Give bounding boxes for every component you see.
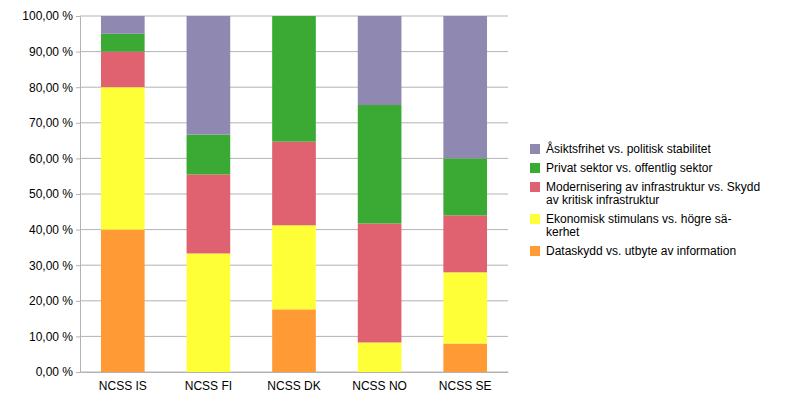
legend-label: Dataskydd vs. utbyte av information — [546, 244, 736, 258]
y-tick-mark — [76, 52, 80, 53]
x-axis-line — [81, 372, 509, 373]
y-tick: 100,00 % — [22, 9, 80, 23]
y-tick-label: 0,00 % — [36, 365, 74, 379]
y-tick-label: 50,00 % — [29, 187, 73, 201]
bar-segment — [358, 105, 402, 224]
x-tick: NCSS IS — [99, 372, 147, 393]
bar-segment — [358, 16, 402, 105]
bar-segment — [358, 224, 402, 343]
y-axis-line — [76, 17, 81, 373]
bar-segment — [443, 16, 487, 158]
bar-segment — [443, 215, 487, 272]
y-tick: 90,00 % — [29, 45, 80, 59]
legend-label: Privat sektor vs. offentlig sektor — [546, 161, 713, 175]
legend-swatch — [530, 214, 540, 224]
bar-segment — [272, 225, 316, 309]
y-tick-mark — [76, 158, 80, 159]
bar-segment — [101, 230, 145, 372]
y-tick: 70,00 % — [29, 116, 80, 130]
bar-segment — [101, 52, 145, 88]
series — [101, 16, 487, 224]
y-tick-label: 100,00 % — [22, 9, 73, 23]
y-tick-mark — [76, 265, 80, 266]
y-tick-mark — [76, 123, 80, 124]
y-tick-mark — [76, 336, 80, 337]
legend-swatch — [530, 182, 540, 192]
x-tick-label: NCSS FI — [185, 379, 232, 393]
bar-segment — [443, 272, 487, 343]
y-tick-label: 30,00 % — [29, 259, 73, 273]
y-tick-mark — [76, 230, 80, 231]
x-tick-label: NCSS SE — [439, 379, 492, 393]
y-tick-mark — [76, 194, 80, 195]
legend: Åsiktsfrihet vs. politisk stabilitet Priv… — [530, 141, 760, 258]
bar-segment — [272, 16, 316, 17]
x-tick: NCSS SE — [439, 372, 492, 393]
bar-segment — [187, 174, 231, 253]
chart: 0,00 % 10,00 % 20,00 % 30,00 % 40,00 % 50,00 … — [0, 0, 789, 405]
bar-segment — [101, 87, 145, 229]
x-tick-label: NCSS NO — [352, 379, 407, 393]
series — [101, 16, 487, 158]
y-tick-label: 60,00 % — [29, 152, 73, 166]
y-tick: 10,00 % — [29, 330, 80, 344]
y-tick-label: 40,00 % — [29, 223, 73, 237]
bar-segment — [187, 253, 231, 372]
bar-segment — [443, 158, 487, 215]
y-tick-label: 90,00 % — [29, 45, 73, 59]
legend-label: Åsiktsfrihet vs. politisk stabilitet — [546, 141, 711, 156]
x-tick-label: NCSS DK — [267, 379, 320, 393]
legend-label: Modernisering av infrastruktur vs. Skydd… — [546, 180, 760, 207]
y-tick-label: 80,00 % — [29, 81, 73, 95]
bar-segment — [272, 16, 316, 142]
x-tick-label: NCSS IS — [99, 379, 147, 393]
y-tick: 60,00 % — [29, 152, 80, 166]
legend-swatch — [530, 163, 540, 173]
bar-segment — [272, 142, 316, 226]
legend-label: Ekonomisk stimulans vs. högre sä-kerhet — [546, 212, 731, 239]
bar-segment — [187, 135, 231, 175]
y-tick: 30,00 % — [29, 259, 80, 273]
bar-segment — [187, 16, 231, 135]
bar-area — [101, 16, 487, 372]
y-tick-label: 20,00 % — [29, 294, 73, 308]
y-tick: 0,00 % — [36, 365, 80, 379]
y-tick-mark — [76, 372, 80, 373]
y-tick: 20,00 % — [29, 294, 80, 308]
bar-segment — [272, 309, 316, 372]
legend-swatch — [530, 144, 540, 154]
x-tick: NCSS NO — [352, 372, 407, 393]
bar-segment — [358, 342, 402, 372]
x-axis: NCSS IS NCSS FI NCSS DK NCSS NO NCSS SE — [81, 372, 509, 393]
grid — [80, 16, 508, 372]
plot: 0,00 % 10,00 % 20,00 % 30,00 % 40,00 % 50,00 … — [22, 9, 508, 392]
bars — [101, 16, 487, 372]
y-tick: 80,00 % — [29, 81, 80, 95]
y-tick-label: 70,00 % — [29, 116, 73, 130]
y-tick-mark — [76, 87, 80, 88]
x-tick: NCSS FI — [185, 372, 232, 393]
bar-segment — [101, 34, 145, 52]
y-tick: 40,00 % — [29, 223, 80, 237]
bar-segment — [101, 16, 145, 34]
y-tick-mark — [76, 301, 80, 302]
y-tick-label: 10,00 % — [29, 330, 73, 344]
x-tick: NCSS DK — [267, 372, 320, 393]
y-axis: 0,00 % 10,00 % 20,00 % 30,00 % 40,00 % 50,00 … — [22, 9, 80, 379]
y-tick: 50,00 % — [29, 187, 80, 201]
legend-swatch — [530, 246, 540, 256]
y-tick-mark — [76, 16, 80, 17]
bar-segment — [443, 344, 487, 372]
